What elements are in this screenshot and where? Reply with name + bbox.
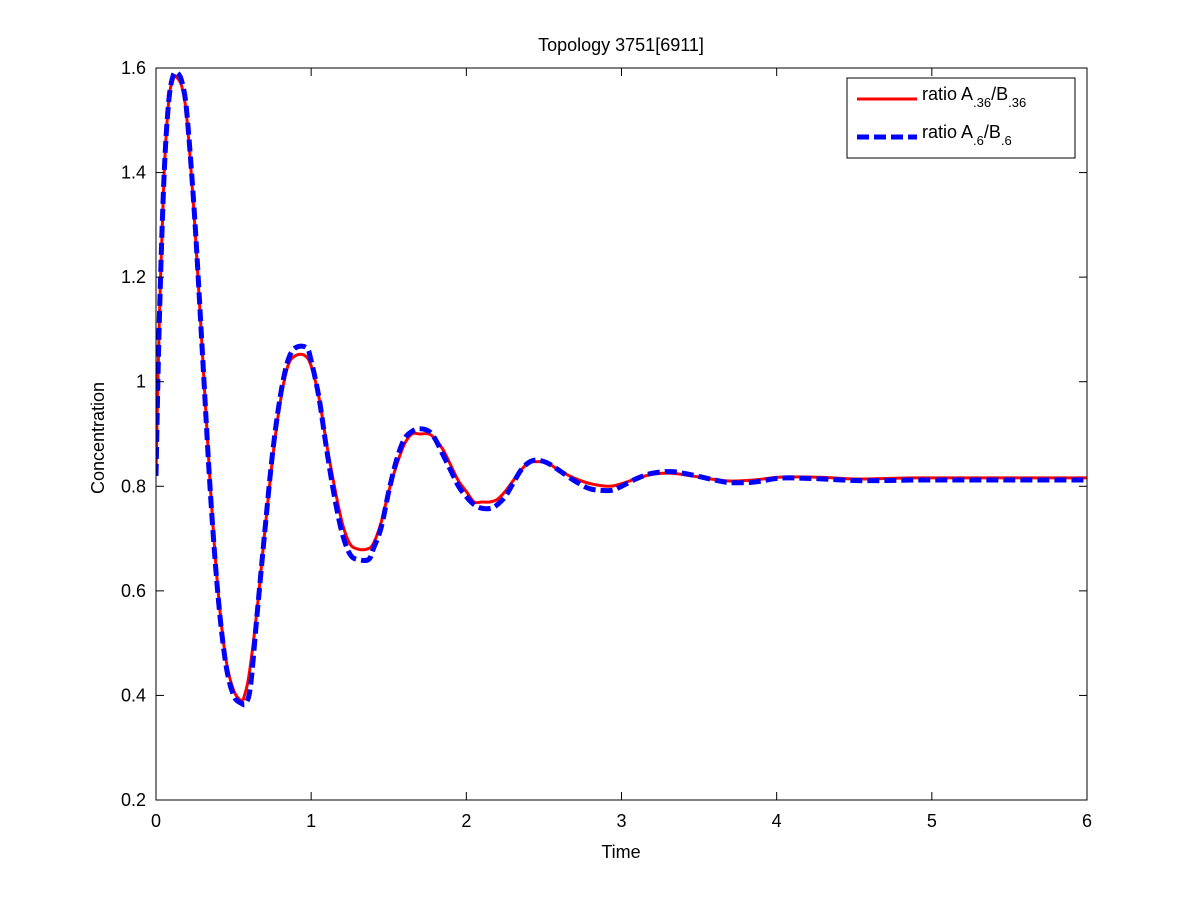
legend-label-series-1: ratio A.36/B.36 (922, 84, 1026, 110)
y-tick-label: 0.2 (121, 790, 146, 810)
legend: ratio A.36/B.36 ratio A.6/B.6 (846, 77, 1076, 159)
x-tick-label: 3 (616, 811, 626, 831)
x-tick-label: 0 (151, 811, 161, 831)
y-tick-label: 0.8 (121, 476, 146, 496)
y-tick-label: 0.4 (121, 685, 146, 705)
series-layer (156, 69, 1087, 708)
plot-area: 0 1 2 3 4 5 6 0.2 0.4 0.6 0.8 1 1.2 1.4 1.6 (121, 58, 1092, 831)
x-tick-label: 4 (772, 811, 782, 831)
x-tick-label: 5 (927, 811, 937, 831)
x-tick-label: 2 (461, 811, 471, 831)
x-tick-label: 6 (1082, 811, 1092, 831)
y-tick-label: 1.4 (121, 163, 146, 183)
legend-label-2-base: ratio A (922, 122, 973, 142)
legend-label-series-2: ratio A.6/B.6 (922, 122, 1012, 148)
legend-label-2-mid: /B (984, 122, 1001, 142)
y-tick-label: 0.6 (121, 581, 146, 601)
legend-label-1-sub1: .36 (973, 95, 991, 110)
plot-background (156, 68, 1087, 800)
tick-layer: 0 1 2 3 4 5 6 0.2 0.4 0.6 0.8 1 1.2 1.4 1.6 (121, 58, 1092, 831)
y-tick-label: 1 (136, 372, 146, 392)
legend-label-1-sub2: .36 (1008, 95, 1026, 110)
legend-label-2-sub2: .6 (1001, 133, 1012, 148)
y-axis-label: Concentration (88, 382, 108, 494)
legend-label-1-base: ratio A (922, 84, 973, 104)
chart-title: Topology 3751[6911] (538, 35, 704, 55)
y-tick-label: 1.2 (121, 267, 146, 287)
legend-label-1-mid: /B (991, 84, 1008, 104)
x-axis-label: Time (601, 842, 640, 862)
legend-label-2-sub1: .6 (973, 133, 984, 148)
y-tick-label: 1.6 (121, 58, 146, 78)
series-line-2 (156, 69, 1087, 708)
legend-box (846, 77, 1076, 159)
x-tick-label: 1 (306, 811, 316, 831)
